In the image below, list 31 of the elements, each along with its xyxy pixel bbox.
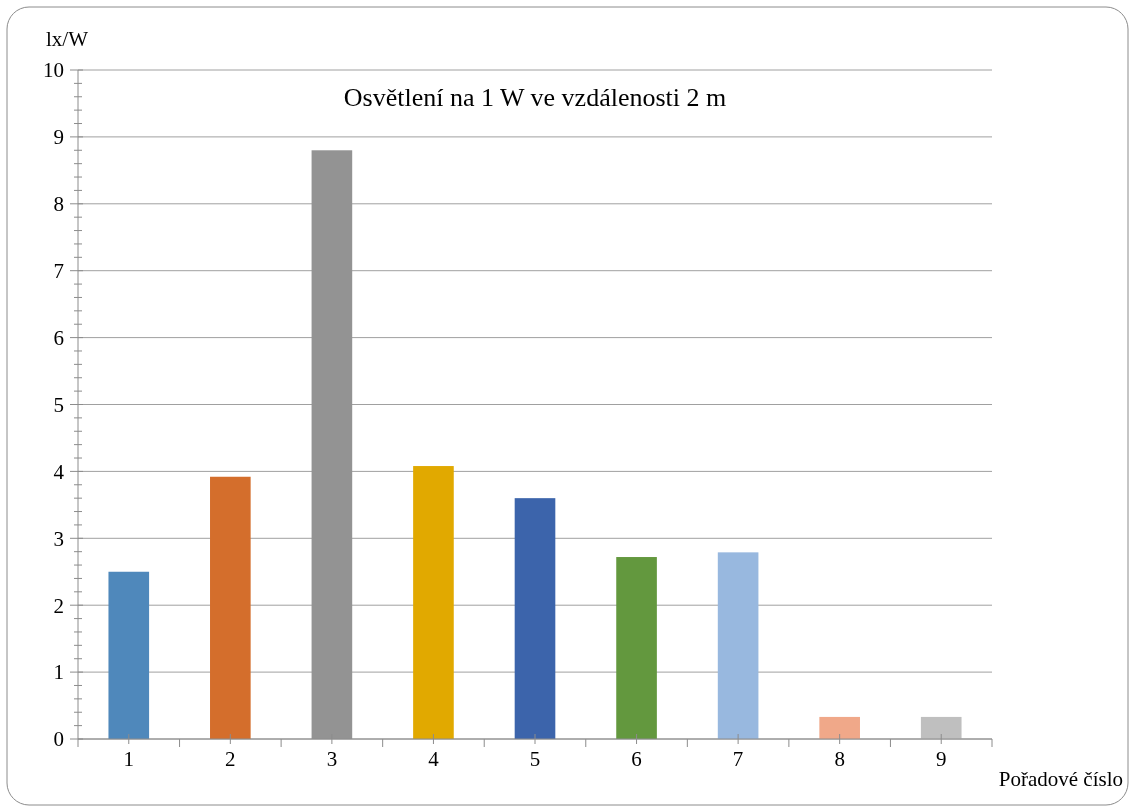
x-tick-label: 3 [326, 747, 338, 771]
bar [717, 552, 759, 739]
y-tick-label: 4 [53, 459, 65, 484]
y-tick-label: 1 [53, 660, 64, 685]
y-tick-label: 9 [53, 125, 64, 150]
bar [210, 476, 251, 739]
y-tick-label: 6 [53, 325, 64, 350]
bar [514, 498, 556, 739]
x-tick-label: 5 [529, 747, 541, 771]
x-tick-label: 1 [123, 747, 135, 771]
bar [920, 716, 962, 739]
y-tick-label: 3 [53, 526, 64, 551]
x-axis-title: Pořadové číslo [998, 767, 1123, 791]
bar [819, 716, 860, 739]
y-tick-label: 0 [53, 727, 64, 752]
x-tick-label: 9 [935, 747, 947, 771]
y-tick-label: 8 [53, 192, 64, 217]
bar [413, 466, 454, 739]
y-tick-label: 7 [53, 259, 64, 284]
x-tick-label: 7 [732, 747, 744, 771]
y-tick-label: 2 [53, 593, 64, 618]
y-tick-label: 5 [53, 392, 64, 417]
x-tick-label: 2 [225, 747, 236, 771]
bar [108, 571, 150, 739]
y-tick-label: 10 [43, 58, 64, 83]
x-tick-label: 8 [834, 747, 845, 771]
bar [616, 557, 657, 739]
x-tick-label: 4 [428, 747, 440, 771]
x-tick-label: 6 [631, 747, 642, 771]
text: Osvětlení na 1 W ve vzdálenosti 2 m [343, 83, 727, 112]
y-axis-title: lx/W [46, 27, 89, 51]
